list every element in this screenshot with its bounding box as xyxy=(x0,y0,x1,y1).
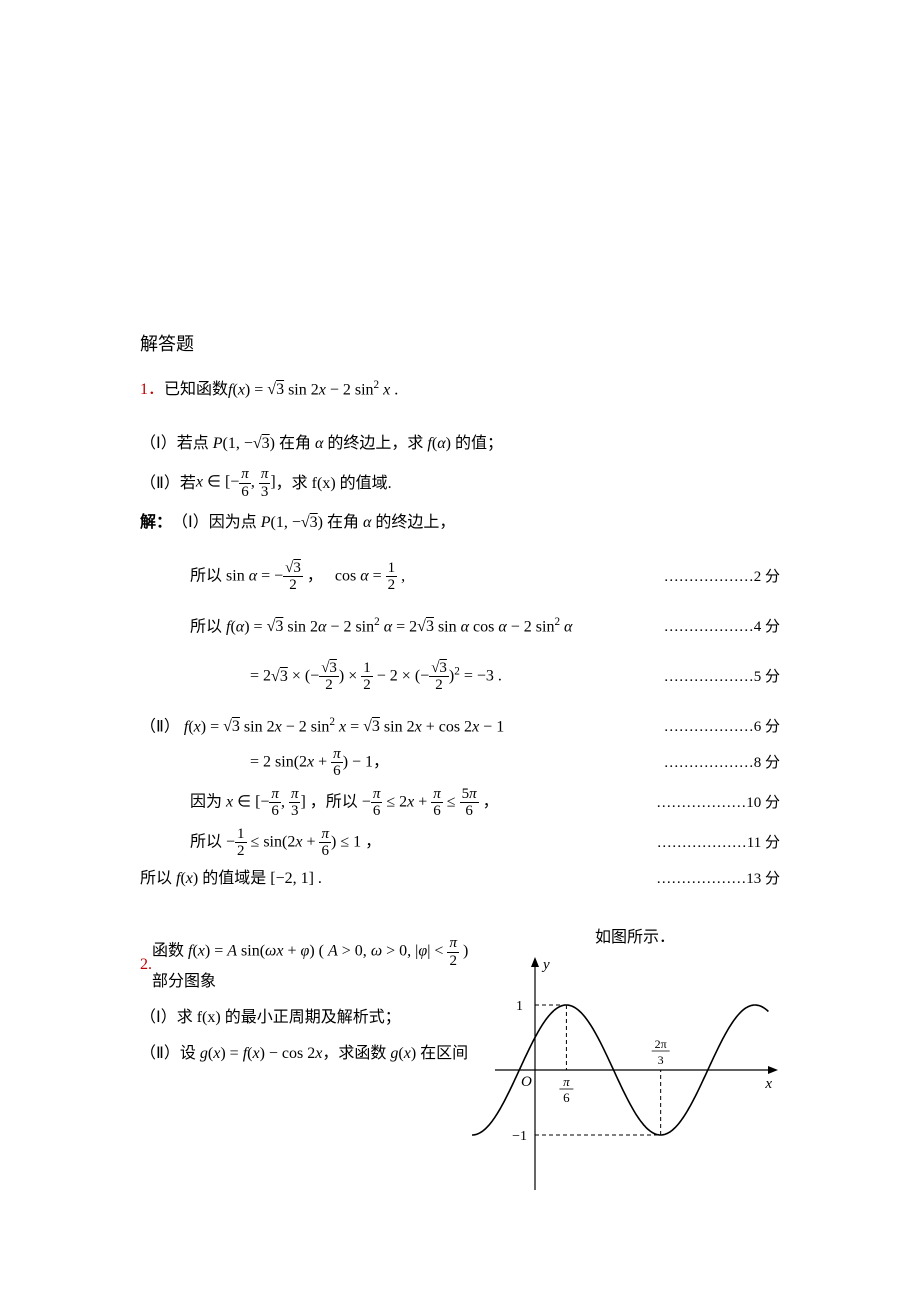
p1-sol2-line5: 所以 f(x) 的值域是 [−2, 1] . ………………13 分 xyxy=(140,866,780,892)
points-13: ………………13 分 xyxy=(656,867,780,891)
p1-sol-line1: 所以 sin α = −√32 ， cos α = 12 , ………………2 分 xyxy=(140,560,780,594)
svg-text:π: π xyxy=(563,1074,570,1089)
points-5: ………………5 分 xyxy=(664,665,780,689)
p1-part2-b: ，求 f(x) 的值域. xyxy=(276,471,392,497)
p1-part1-text: （Ⅰ）若点 P(1, −√3) 在角 α 的终边上，求 f(α) 的值； xyxy=(140,431,503,457)
p1-sol2-line3: 因为 x ∈ [−π6, π3] ，所以 −π6 ≤ 2x + π6 ≤ 5π6… xyxy=(140,786,780,820)
p1-func: f(x) = √3 sin 2x − 2 sin2 x . xyxy=(228,377,398,403)
svg-text:x: x xyxy=(764,1076,772,1092)
points-6: ………………6 分 xyxy=(664,715,780,739)
p2-aside: 如图所示． xyxy=(490,925,780,951)
svg-text:O: O xyxy=(521,1074,532,1090)
svg-text:2π: 2π xyxy=(655,1037,667,1051)
p1-sol-line2: 所以 f(α) = √3 sin 2α − 2 sin2 α = 2√3 sin… xyxy=(140,614,780,640)
p2-part1: （Ⅰ）求 f(x) 的最小正周期及解析式； xyxy=(140,1005,480,1031)
p1-sol2-line4: 所以 −12 ≤ sin(2x + π6) ≤ 1 ， ………………11 分 xyxy=(140,826,780,860)
sol-label: 解： xyxy=(140,510,172,536)
p1-sol-start: 解： （Ⅰ）因为点 P(1, −√3) 在角 α 的终边上， xyxy=(140,510,780,536)
p2-stem: 2. 函数 f(x) = A sin(ωx + φ) ( A > 0, ω > … xyxy=(140,935,480,995)
svg-text:3: 3 xyxy=(658,1053,664,1067)
points-8: ………………8 分 xyxy=(664,751,780,775)
sine-graph: y x O 1 −1 π6 2π 3 xyxy=(490,955,780,1195)
p1-stem: 1． 已知函数 f(x) = √3 sin 2x − 2 sin2 x . xyxy=(140,377,780,403)
p1-part2: （Ⅱ）若 x ∈ [−π6, π3] ，求 f(x) 的值域. xyxy=(140,466,780,500)
p2-block: 2. 函数 f(x) = A sin(ωx + φ) ( A > 0, ω > … xyxy=(140,925,780,1203)
points-10: ………………10 分 xyxy=(656,791,780,815)
section-title: 解答题 xyxy=(140,330,780,359)
p1-part2-a: （Ⅱ）若 xyxy=(140,471,196,497)
svg-text:y: y xyxy=(541,957,550,973)
p1-stem-text: 已知函数 xyxy=(164,377,228,403)
p1-number: 1． xyxy=(140,377,164,403)
points-2: ………………2 分 xyxy=(664,565,780,589)
p1-sol2-line2: = 2 sin(2x + π6) − 1， ………………8 分 xyxy=(140,746,780,780)
p1-part1: （Ⅰ）若点 P(1, −√3) 在角 α 的终边上，求 f(α) 的值； xyxy=(140,431,780,457)
svg-text:1: 1 xyxy=(516,999,523,1014)
p2-part2: （Ⅱ）设 g(x) = f(x) − cos 2x，求函数 g(x) 在区间 xyxy=(140,1041,480,1067)
p1-sol2-line1: （Ⅱ） f(x) = √3 sin 2x − 2 sin2 x = √3 sin… xyxy=(140,714,780,740)
p1-part2-interval: x ∈ [−π6, π3] xyxy=(196,466,276,500)
p1-sol-line3: = 2√3 × (−√32) × 12 − 2 × (−√32)2 = −3 .… xyxy=(140,660,780,694)
p1-sol1a: （Ⅰ）因为点 P(1, −√3) 在角 α 的终边上， xyxy=(172,510,455,536)
p2-number: 2. xyxy=(140,952,152,978)
svg-text:6: 6 xyxy=(563,1090,570,1105)
svg-text:−1: −1 xyxy=(512,1129,527,1144)
points-11: ………………11 分 xyxy=(657,831,780,855)
points-4: ………………4 分 xyxy=(664,615,780,639)
